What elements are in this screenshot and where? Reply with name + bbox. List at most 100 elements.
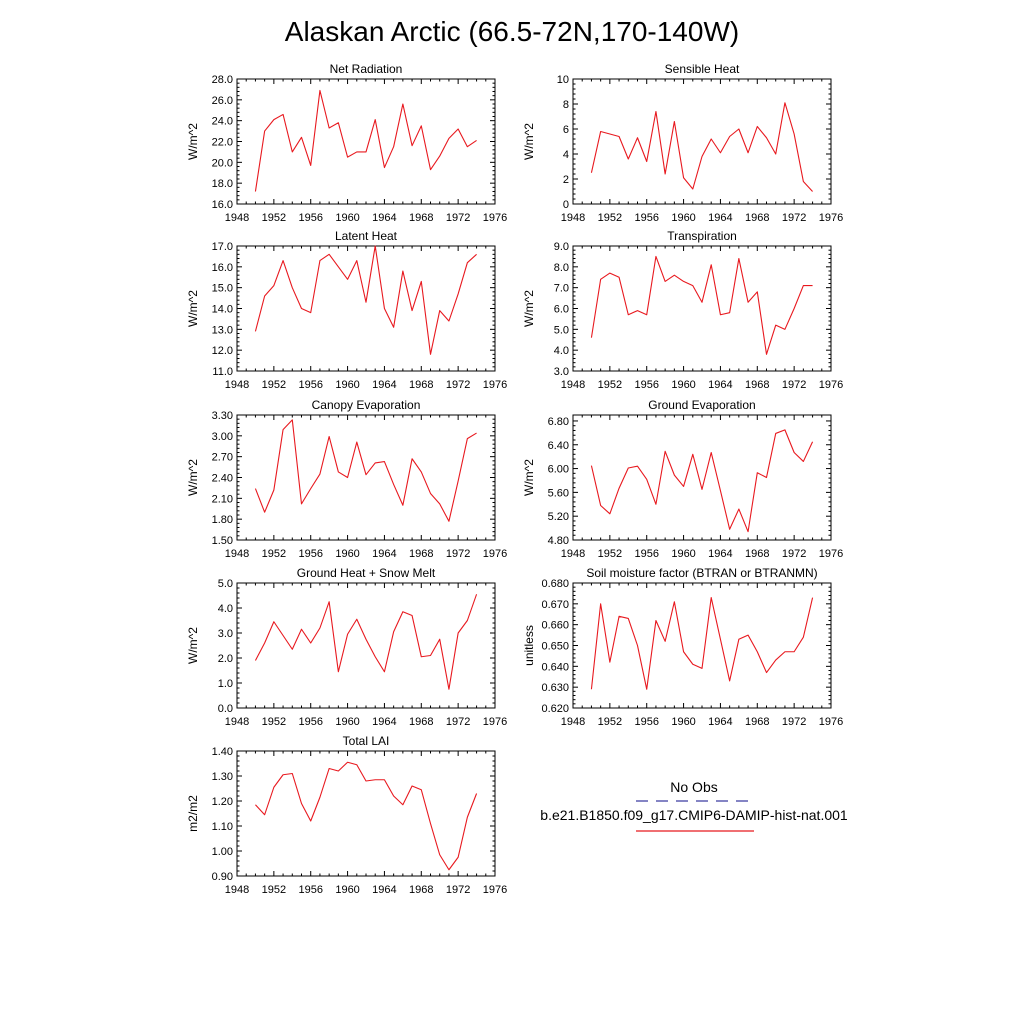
- x-tick-label: 1964: [372, 212, 396, 224]
- y-tick-label: 0.640: [541, 661, 569, 673]
- y-tick-label: 10: [557, 74, 569, 86]
- y-tick-label: 0.650: [541, 641, 569, 653]
- x-tick-label: 1952: [598, 379, 622, 391]
- series-line: [254, 245, 477, 355]
- y-tick-label: 4.0: [218, 603, 233, 615]
- x-tick-label: 1956: [634, 212, 658, 224]
- y-tick-label: 2.10: [212, 493, 233, 505]
- x-tick-label: 1972: [446, 716, 470, 728]
- series-line: [590, 255, 813, 355]
- y-tick-label: 3.0: [554, 366, 569, 378]
- x-tick-label: 1964: [372, 716, 396, 728]
- y-tick-label: 5.0: [218, 578, 233, 590]
- y-tick-label: 4.80: [548, 535, 569, 547]
- y-tick-label: 6: [563, 124, 569, 136]
- plot-frame: [572, 245, 832, 372]
- legend-obs-label: No Obs: [670, 779, 717, 795]
- x-tick-label: 1968: [409, 716, 433, 728]
- panel-title: Canopy Evaporation: [312, 398, 421, 412]
- y-tick-label: 0.0: [218, 703, 233, 715]
- x-tick-label: 1952: [262, 548, 286, 560]
- y-tick-label: 16.0: [212, 262, 233, 274]
- panel-ground-heat-snow-melt: Ground Heat + Snow Melt W/m^2 1948 1952 1956…: [186, 566, 507, 728]
- x-tick-label: 1960: [335, 716, 359, 728]
- x-tick-label: 1948: [225, 212, 249, 224]
- y-axis-label: W/m^2: [186, 459, 200, 496]
- y-tick-label: 2: [563, 174, 569, 186]
- x-tick-label: 1976: [483, 212, 507, 224]
- panel-title: Ground Heat + Snow Melt: [297, 566, 436, 580]
- x-tick-label: 1968: [409, 884, 433, 896]
- y-axis-label: W/m^2: [522, 290, 536, 327]
- y-tick-label: 7.0: [554, 283, 569, 295]
- x-tick-label: 1948: [225, 716, 249, 728]
- y-tick-label: 13.0: [212, 324, 233, 336]
- y-tick-label: 0.680: [541, 578, 569, 590]
- y-tick-label: 5.0: [554, 324, 569, 336]
- x-tick-label: 1960: [335, 884, 359, 896]
- x-tick-label: 1952: [262, 884, 286, 896]
- x-tick-label: 1976: [483, 716, 507, 728]
- y-axis-label: unitless: [522, 625, 536, 666]
- y-tick-label: 4: [563, 149, 569, 161]
- x-tick-label: 1960: [335, 212, 359, 224]
- y-tick-label: 8.0: [554, 262, 569, 274]
- y-tick-label: 6.80: [548, 416, 569, 428]
- x-tick-label: 1952: [598, 548, 622, 560]
- x-tick-label: 1972: [782, 548, 806, 560]
- series-line: [590, 429, 814, 533]
- y-tick-label: 0.620: [541, 703, 569, 715]
- x-tick-label: 1948: [225, 548, 249, 560]
- x-tick-label: 1956: [298, 884, 322, 896]
- y-tick-label: 18.0: [212, 178, 233, 190]
- x-tick-label: 1972: [446, 379, 470, 391]
- x-tick-label: 1968: [409, 379, 433, 391]
- y-tick-label: 2.70: [212, 452, 233, 464]
- y-tick-label: 0.90: [212, 871, 233, 883]
- y-tick-label: 3.00: [212, 431, 233, 443]
- x-tick-label: 1956: [634, 548, 658, 560]
- y-tick-label: 0.660: [541, 620, 569, 632]
- plot-frame: [236, 78, 496, 205]
- x-tick-label: 1960: [335, 379, 359, 391]
- series-line: [590, 597, 814, 690]
- x-tick-label: 1968: [745, 212, 769, 224]
- x-tick-label: 1960: [335, 548, 359, 560]
- x-tick-label: 1972: [446, 548, 470, 560]
- x-tick-label: 1948: [561, 716, 585, 728]
- panel-title: Total LAI: [343, 734, 390, 748]
- panel-transpiration: Transpiration W/m^2 1948 1952 1956 1960 1964 19…: [522, 229, 843, 391]
- panel-latent-heat: Latent Heat W/m^2 1948 1952 1956 1960 1964 1968…: [186, 229, 507, 391]
- x-tick-label: 1972: [782, 379, 806, 391]
- y-tick-label: 1.10: [212, 821, 233, 833]
- figure-title: Alaskan Arctic (66.5-72N,170-140W): [285, 16, 739, 47]
- y-tick-label: 0.630: [541, 682, 569, 694]
- panels-group: Net Radiation W/m^2 1948 1952 1956 1960 1964 19…: [186, 62, 843, 896]
- plot-frame: [236, 750, 496, 877]
- series-line: [254, 594, 478, 690]
- y-axis-label: W/m^2: [522, 123, 536, 160]
- x-tick-label: 1976: [819, 716, 843, 728]
- x-tick-label: 1964: [372, 884, 396, 896]
- x-tick-label: 1960: [671, 716, 695, 728]
- plot-frame: [572, 582, 832, 709]
- y-axis-label: W/m^2: [186, 627, 200, 664]
- y-tick-label: 1.20: [212, 796, 233, 808]
- x-tick-label: 1972: [782, 716, 806, 728]
- y-tick-label: 0.670: [541, 599, 569, 611]
- x-tick-label: 1972: [446, 212, 470, 224]
- x-tick-label: 1968: [745, 716, 769, 728]
- y-tick-label: 2.0: [218, 653, 233, 665]
- y-tick-label: 0: [563, 199, 569, 211]
- x-tick-label: 1948: [561, 548, 585, 560]
- plot-frame: [572, 414, 832, 541]
- x-tick-label: 1956: [298, 548, 322, 560]
- x-tick-label: 1964: [708, 212, 732, 224]
- series-line: [254, 89, 477, 192]
- y-tick-label: 14.0: [212, 304, 233, 316]
- x-tick-label: 1976: [819, 212, 843, 224]
- legend-model-label: b.e21.B1850.f09_g17.CMIP6-DAMIP-hist-nat…: [540, 807, 848, 823]
- x-tick-label: 1956: [634, 716, 658, 728]
- y-axis-label: W/m^2: [522, 459, 536, 496]
